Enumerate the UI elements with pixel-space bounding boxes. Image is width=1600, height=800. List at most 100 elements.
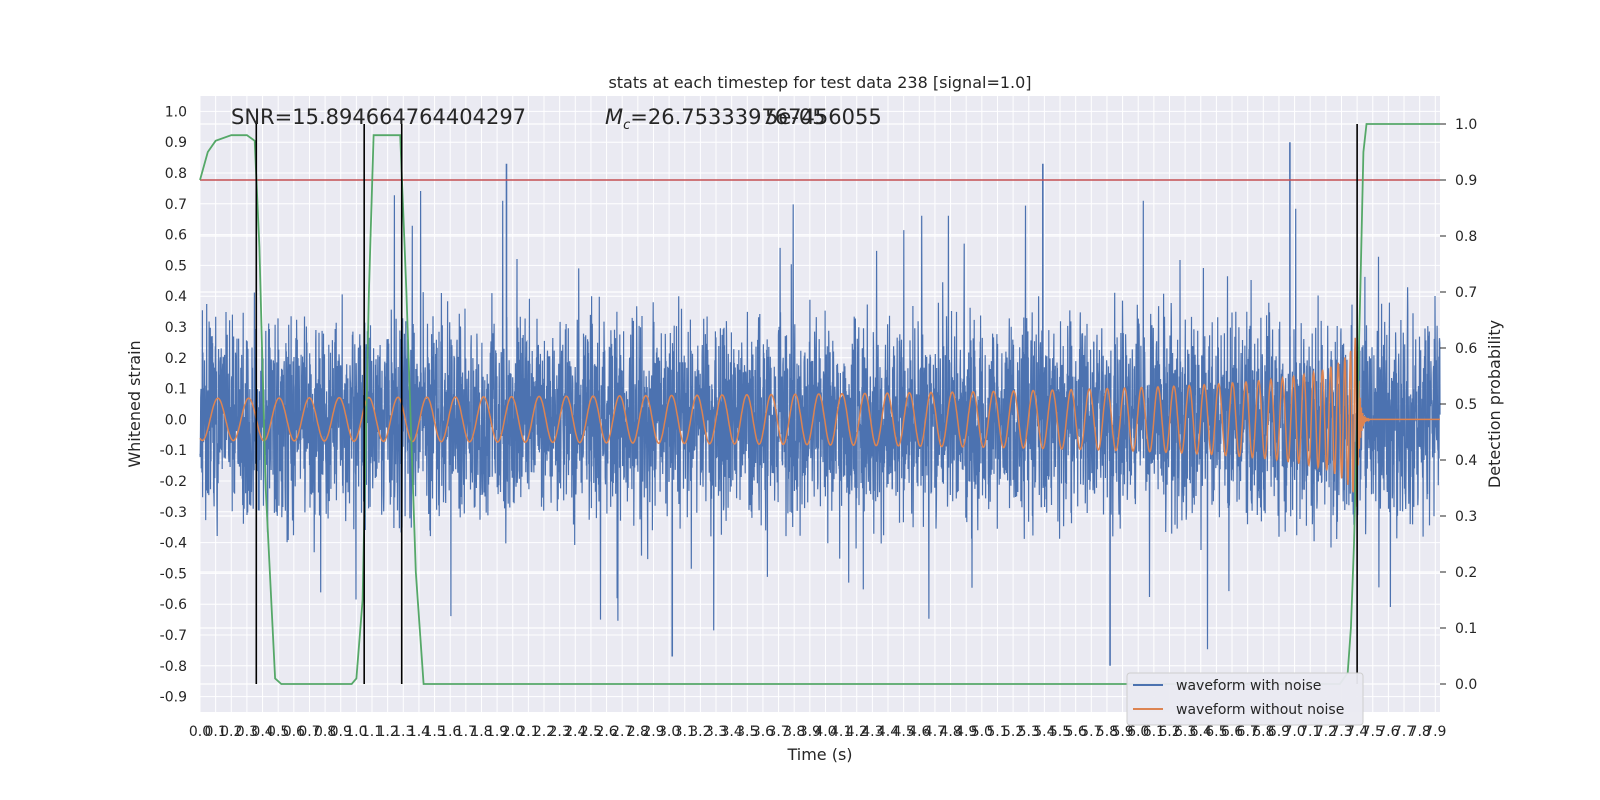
x-tick-label: 5.5 bbox=[1049, 724, 1071, 740]
x-tick-label: 2.1 bbox=[517, 724, 539, 740]
y2-axis-label: Detection probability bbox=[1485, 320, 1504, 488]
x-tick-label: 2.4 bbox=[564, 724, 586, 740]
x-tick-label: 4.4 bbox=[877, 724, 899, 740]
x-tick-label: 7.6 bbox=[1377, 724, 1399, 740]
x-tick-label: 4.0 bbox=[814, 724, 836, 740]
x-tick-label: 6.7 bbox=[1237, 724, 1259, 740]
x-tick-label: 3.8 bbox=[783, 724, 805, 740]
x-tick-label: 6.9 bbox=[1268, 724, 1290, 740]
y2-tick-label: 0.3 bbox=[1455, 509, 1477, 525]
x-tick-label: 1.8 bbox=[470, 724, 492, 740]
x-tick-label: 2.8 bbox=[627, 724, 649, 740]
x-tick-label: 1.5 bbox=[423, 724, 445, 740]
x-tick-label: 0.9 bbox=[330, 724, 352, 740]
x-tick-label: 3.4 bbox=[721, 724, 743, 740]
x-tick-label: 3.0 bbox=[658, 724, 680, 740]
y-tick-label: -0.8 bbox=[160, 659, 187, 675]
x-tick-label: 5.9 bbox=[1111, 724, 1133, 740]
x-tick-label: 7.2 bbox=[1315, 724, 1337, 740]
x-tick-label: 3.1 bbox=[674, 724, 696, 740]
x-tick-label: 7.4 bbox=[1346, 724, 1368, 740]
y-tick-label: 0.5 bbox=[165, 258, 187, 274]
y2-tick-label: 0.5 bbox=[1455, 397, 1477, 413]
x-tick-label: 0.7 bbox=[298, 724, 320, 740]
x-tick-label: 4.7 bbox=[924, 724, 946, 740]
x-tick-label: 5.2 bbox=[1002, 724, 1024, 740]
y-tick-label: 0.2 bbox=[165, 351, 187, 367]
y-axis-label: Whitened strain bbox=[125, 340, 144, 467]
x-tick-label: 0.8 bbox=[314, 724, 336, 740]
annotation-mc-symbol: M bbox=[605, 105, 623, 129]
y-tick-label: 0.4 bbox=[165, 289, 187, 305]
x-tick-label: 5.4 bbox=[1033, 724, 1055, 740]
y-tick-label: -0.3 bbox=[160, 505, 187, 521]
probability-trace bbox=[199, 123, 1440, 685]
y2-tick-label: 0.7 bbox=[1455, 285, 1477, 301]
x-tick-label: 5.1 bbox=[986, 724, 1008, 740]
x-tick-label: 1.0 bbox=[345, 724, 367, 740]
x-tick-label: 4.9 bbox=[955, 724, 977, 740]
x-tick-label: 7.5 bbox=[1362, 724, 1384, 740]
x-tick-label: 3.3 bbox=[705, 724, 727, 740]
x-tick-label: 6.1 bbox=[1143, 724, 1165, 740]
x-tick-label: 6.2 bbox=[1158, 724, 1180, 740]
x-tick-label: 1.3 bbox=[392, 724, 414, 740]
y-tick-labels: -0.9 -0.8 -0.7 -0.6 -0.5 -0.4 -0.3 -0.2 -0.1 0.0 0… bbox=[160, 104, 187, 705]
legend-label-noise: waveform with noise bbox=[1176, 678, 1321, 694]
x-tick-label: 7.7 bbox=[1393, 724, 1415, 740]
x-tick-label: 4.3 bbox=[861, 724, 883, 740]
y2-tick-label: 0.0 bbox=[1455, 677, 1477, 693]
y-tick-label: 0.7 bbox=[165, 197, 187, 213]
chart-title: stats at each timestep for test data 238… bbox=[608, 73, 1031, 92]
y2-tick-label: 0.8 bbox=[1455, 229, 1477, 245]
x-tick-label: 4.6 bbox=[908, 724, 930, 740]
x-tick-label: 7.0 bbox=[1283, 724, 1305, 740]
vertical-markers bbox=[255, 124, 1358, 684]
x-tick-label: 7.3 bbox=[1330, 724, 1352, 740]
x-tick-label: 6.6 bbox=[1221, 724, 1243, 740]
annotation-mc-value: =26.753339767456055 bbox=[630, 105, 881, 129]
x-tick-label: 0.6 bbox=[283, 724, 305, 740]
y-tick-label: 0.1 bbox=[165, 382, 187, 398]
x-tick-label: 2.6 bbox=[595, 724, 617, 740]
x-tick-label: 3.7 bbox=[767, 724, 789, 740]
x-tick-label: 6.5 bbox=[1205, 724, 1227, 740]
series-waveform-with-noise bbox=[199, 142, 1441, 666]
x-tick-label: 0.2 bbox=[220, 724, 242, 740]
legend-box bbox=[1126, 672, 1364, 726]
x-tick-label: 1.4 bbox=[408, 724, 430, 740]
y2-tick-label: 0.1 bbox=[1455, 621, 1477, 637]
legend-label-clean: waveform without noise bbox=[1176, 702, 1344, 718]
annotation-mc-subscript: c bbox=[623, 118, 630, 133]
y-tick-label: -0.5 bbox=[160, 566, 187, 582]
x-tick-label: 2.3 bbox=[549, 724, 571, 740]
x-tick-label: 7.9 bbox=[1424, 724, 1446, 740]
x-tick-label: 2.7 bbox=[611, 724, 633, 740]
x-tick-label: 1.2 bbox=[377, 724, 399, 740]
x-tick-labels: 0.00.10.20.30.40.50.60.70.80.91.01.11.21… bbox=[189, 724, 1447, 740]
x-tick-label: 1.9 bbox=[486, 724, 508, 740]
y-tick-label: 0.0 bbox=[165, 412, 187, 428]
y-tick-label: 0.3 bbox=[165, 320, 187, 336]
y-tick-label: -0.4 bbox=[160, 536, 187, 552]
x-tick-label: 4.8 bbox=[939, 724, 961, 740]
legend: waveform with noise waveform without noi… bbox=[1126, 672, 1364, 726]
y-tick-label: 1.0 bbox=[165, 104, 187, 120]
x-tick-label: 0.5 bbox=[267, 724, 289, 740]
y-tick-label: -0.2 bbox=[160, 474, 187, 490]
y2-tick-label: 1.0 bbox=[1455, 117, 1477, 133]
clean-trace bbox=[199, 337, 1440, 507]
x-tick-label: 7.8 bbox=[1409, 724, 1431, 740]
x-tick-label: 6.0 bbox=[1127, 724, 1149, 740]
noise-trace bbox=[199, 190, 1441, 650]
x-tick-label: 0.0 bbox=[189, 724, 211, 740]
y-tick-label: -0.7 bbox=[160, 628, 187, 644]
x-tick-label: 1.1 bbox=[361, 724, 383, 740]
y2-tick-labels: 0.0 0.1 0.2 0.3 0.4 0.5 0.6 0.7 0.8 0.9 1.0 bbox=[1440, 117, 1477, 693]
annotation-snr: SNR=15.894664764404297 bbox=[231, 105, 526, 129]
x-tick-label: 0.4 bbox=[251, 724, 273, 740]
x-tick-label: 6.3 bbox=[1174, 724, 1196, 740]
y-tick-label: -0.6 bbox=[160, 597, 187, 613]
x-tick-label: 2.0 bbox=[502, 724, 524, 740]
